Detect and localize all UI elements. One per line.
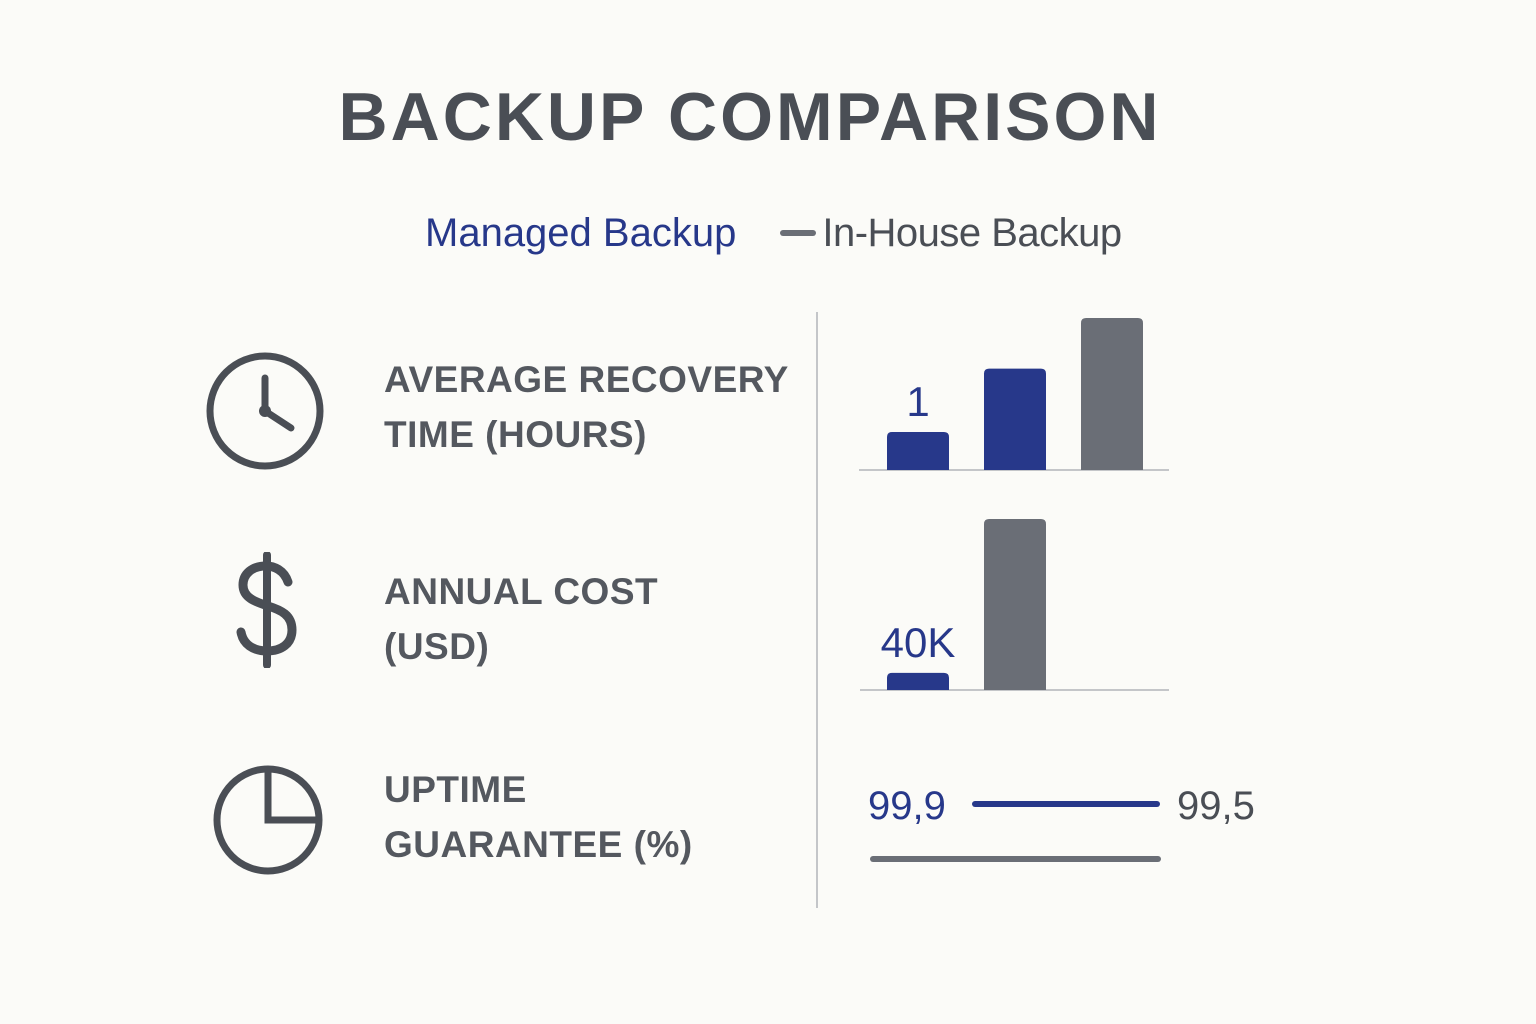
metric-label-line: TIME (HOURS)	[384, 414, 647, 455]
legend-in-house-swatch	[780, 230, 817, 236]
metric-label-line: UPTIME	[384, 769, 527, 810]
uptime-in-house-label: 99,5	[1177, 784, 1255, 828]
chart-title: BACKUP COMPARISON	[338, 79, 1162, 155]
uptime-managed-label: 99,9	[868, 784, 946, 828]
metric-label-line: GUARANTEE (%)	[384, 824, 693, 865]
bar	[887, 432, 949, 470]
legend-in-house-label: In-House Backup	[822, 210, 1122, 255]
dollar-icon	[236, 552, 297, 668]
bar	[1081, 318, 1143, 470]
legend-managed-label: Managed Backup	[425, 210, 737, 255]
legend: Managed Backup In-House Backup	[425, 208, 1122, 258]
bar	[984, 519, 1046, 690]
pie-chart-icon	[213, 765, 323, 875]
bar-value-label: 1	[906, 378, 929, 425]
metric-label-cost: ANNUAL COST (USD)	[384, 564, 658, 674]
clock-icon	[206, 352, 324, 470]
metric-label-line: ANNUAL COST	[384, 571, 659, 612]
metric-label-line: (USD)	[384, 626, 490, 667]
metric-label-line: AVERAGE RECOVERY	[384, 359, 789, 400]
metric-label-uptime: UPTIME GUARANTEE (%)	[384, 762, 693, 872]
uptime-chart: 99,9 99,5	[868, 784, 1255, 862]
bar-value-label: 40K	[881, 619, 956, 666]
bar	[984, 368, 1046, 470]
bar	[887, 672, 949, 690]
metric-label-recovery: AVERAGE RECOVERY TIME (HOURS)	[384, 352, 789, 462]
annual-cost-chart: 40K	[860, 519, 1169, 691]
recovery-time-chart: 1	[859, 318, 1169, 471]
